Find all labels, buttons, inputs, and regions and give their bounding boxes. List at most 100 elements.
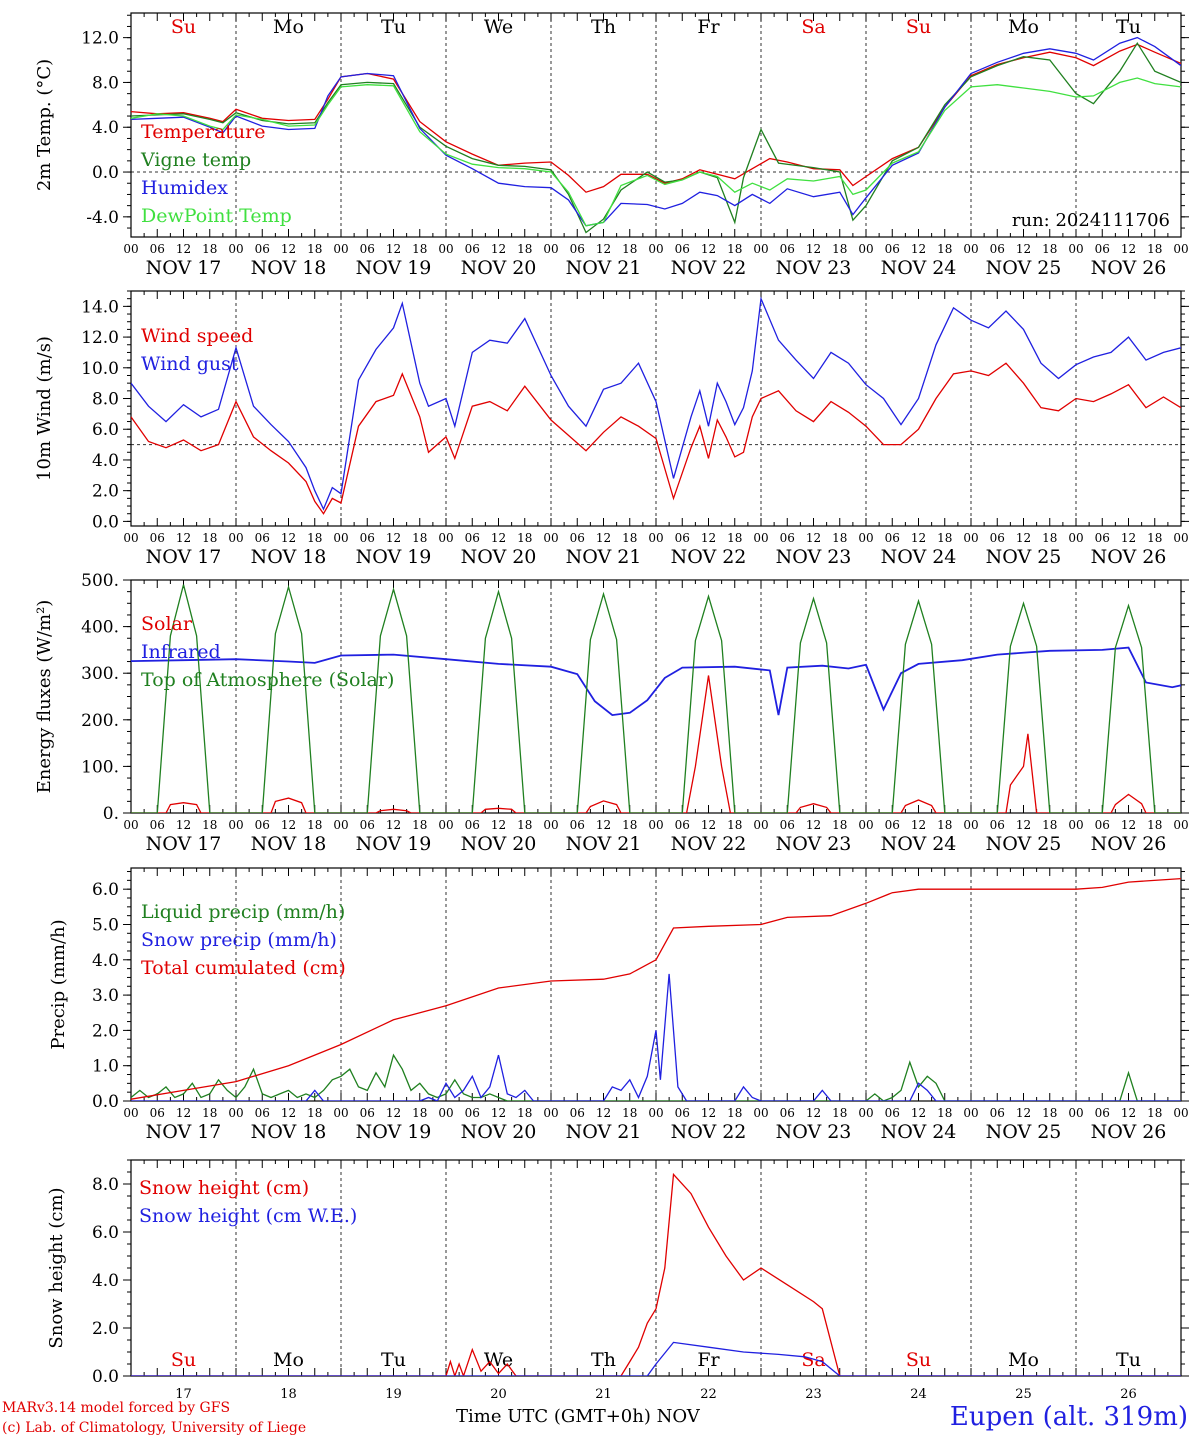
hour-tick-label: 00 — [543, 1106, 558, 1120]
date-label: NOV 25 — [986, 1121, 1062, 1143]
date-label: NOV 20 — [461, 257, 537, 279]
date-label: NOV 18 — [251, 257, 327, 279]
hour-tick-label: 18 — [937, 531, 952, 545]
day-number-label: 17 — [175, 1387, 192, 1402]
legend-entry: Temperature — [141, 121, 265, 143]
hour-tick-label: 18 — [1147, 242, 1162, 256]
legend-entry: Wind speed — [141, 325, 253, 347]
hour-tick-label: 18 — [622, 1106, 637, 1120]
hour-tick-label: 06 — [675, 531, 690, 545]
hour-tick-label: 06 — [255, 1106, 270, 1120]
y-tick-label: 14.0 — [81, 297, 119, 317]
hour-tick-label: 00 — [123, 1106, 138, 1120]
hour-tick-label: 18 — [202, 818, 217, 832]
hour-tick-label: 06 — [570, 531, 585, 545]
legend-entry: Total cumulated (cm) — [141, 957, 346, 979]
hour-tick-label: 00 — [648, 818, 663, 832]
hour-tick-label: 06 — [990, 1106, 1005, 1120]
hour-tick-label: 06 — [1095, 1106, 1110, 1120]
y-tick-label: 6.0 — [92, 880, 119, 900]
panel-precip: 0.0 1.0 2.0 3.0 4.0 5.0 6.0 Precip (mm/h) 00 06 12… — [48, 867, 1189, 1143]
y-tick-label: 4.0 — [92, 1271, 119, 1291]
hour-tick-label: 00 — [1173, 242, 1188, 256]
hour-tick-label: 06 — [465, 242, 480, 256]
weekday-label: Tu — [381, 1349, 406, 1371]
hour-tick-label: 12 — [911, 242, 926, 256]
series-line-snow-height-cm- — [131, 1172, 1181, 1376]
hour-tick-label: 06 — [990, 531, 1005, 545]
hour-tick-label: 00 — [858, 531, 873, 545]
plot-frame — [130, 12, 1182, 238]
y-tick-label: 100. — [81, 757, 119, 777]
hour-tick-label: 18 — [307, 818, 322, 832]
x-axis-title: Time UTC (GMT+0h) NOV — [456, 1406, 700, 1427]
date-label: NOV 24 — [881, 1121, 957, 1143]
hour-tick-label: 12 — [386, 818, 401, 832]
date-label: NOV 23 — [776, 257, 852, 279]
hour-tick-label: 06 — [360, 242, 375, 256]
y-tick-label: 6.0 — [92, 420, 119, 440]
y-tick-label: 0.0 — [92, 163, 119, 183]
weekday-label: Su — [906, 16, 931, 38]
day-number-label: 19 — [385, 1387, 402, 1402]
hour-tick-label: 18 — [1147, 1106, 1162, 1120]
series-line-infrared — [131, 646, 1181, 717]
y-axis-label: Snow height (cm) — [46, 1187, 67, 1348]
hour-tick-label: 06 — [570, 1106, 585, 1120]
hour-tick-label: 00 — [963, 242, 978, 256]
hour-tick-label: 18 — [517, 1106, 532, 1120]
date-label: NOV 19 — [356, 833, 432, 855]
hour-tick-label: 00 — [1068, 242, 1083, 256]
hour-tick-label: 12 — [176, 1106, 191, 1120]
hour-tick-label: 12 — [281, 1106, 296, 1120]
hour-tick-label: 18 — [727, 242, 742, 256]
hour-tick-label: 12 — [491, 1106, 506, 1120]
hour-tick-label: 06 — [360, 531, 375, 545]
hour-tick-label: 18 — [412, 242, 427, 256]
hour-tick-label: 18 — [832, 818, 847, 832]
date-label: NOV 25 — [986, 546, 1062, 568]
y-tick-label: 12.0 — [81, 328, 119, 348]
hour-tick-label: 00 — [228, 818, 243, 832]
hour-tick-label: 12 — [491, 818, 506, 832]
y-tick-label: 4.0 — [92, 118, 119, 138]
y-tick-label: 1.0 — [92, 1057, 119, 1077]
hour-tick-label: 12 — [806, 531, 821, 545]
date-label: NOV 21 — [566, 1121, 642, 1143]
hour-tick-label: 00 — [123, 242, 138, 256]
day-number-label: 26 — [1120, 1387, 1137, 1402]
hour-tick-label: 06 — [675, 1106, 690, 1120]
panel-wind: 0.0 2.0 4.0 6.0 8.0 10.0 12.0 14.0 10m Wind (m/s… — [34, 290, 1189, 568]
hour-tick-label: 06 — [570, 242, 585, 256]
date-label: NOV 19 — [356, 257, 432, 279]
date-label: NOV 25 — [986, 257, 1062, 279]
hour-tick-label: 00 — [123, 531, 138, 545]
date-label: NOV 18 — [251, 546, 327, 568]
hour-tick-label: 12 — [386, 242, 401, 256]
hour-tick-label: 18 — [517, 531, 532, 545]
hour-tick-label: 06 — [885, 242, 900, 256]
legend-entry: Snow precip (mm/h) — [141, 929, 337, 951]
hour-tick-label: 18 — [1042, 531, 1057, 545]
date-label: NOV 22 — [671, 546, 747, 568]
weekday-label: Su — [906, 1349, 931, 1371]
y-tick-label: 400. — [81, 618, 119, 638]
legend-entry: Humidex — [141, 177, 228, 199]
date-label: NOV 22 — [671, 1121, 747, 1143]
hour-tick-label: 18 — [307, 242, 322, 256]
hour-tick-label: 06 — [675, 242, 690, 256]
hour-tick-label: 18 — [727, 818, 742, 832]
y-tick-label: 8.0 — [92, 73, 119, 93]
weekday-label: Sa — [801, 1349, 825, 1371]
hour-tick-label: 00 — [333, 242, 348, 256]
weekday-label: Mo — [273, 16, 304, 38]
date-label: NOV 17 — [146, 257, 222, 279]
hour-tick-label: 12 — [1016, 242, 1031, 256]
hour-tick-label: 18 — [727, 531, 742, 545]
date-label: NOV 22 — [671, 833, 747, 855]
hour-tick-label: 18 — [937, 818, 952, 832]
hour-tick-label: 18 — [937, 1106, 952, 1120]
hour-tick-label: 18 — [727, 1106, 742, 1120]
hour-tick-label: 06 — [990, 242, 1005, 256]
